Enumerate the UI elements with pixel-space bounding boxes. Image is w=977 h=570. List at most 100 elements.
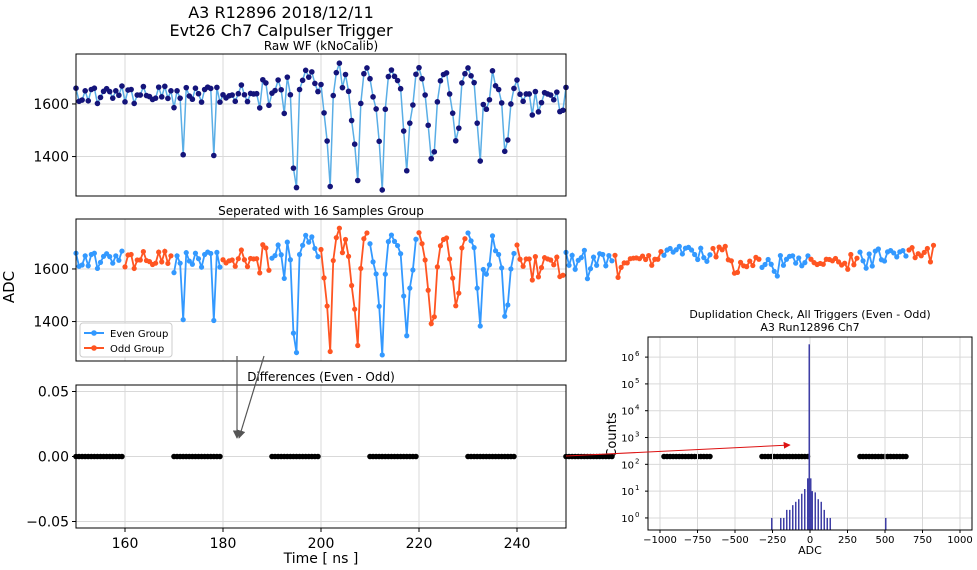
hist-bar — [814, 492, 816, 530]
raw-point — [526, 91, 533, 97]
even-group-point — [891, 250, 897, 256]
panel-split-title: Seperated with 16 Samples Group — [218, 204, 424, 218]
raw-point — [293, 184, 300, 191]
raw-point — [272, 87, 278, 94]
odd-group-point — [263, 245, 269, 251]
odd-group-point — [131, 265, 137, 272]
raw-point — [296, 86, 303, 93]
even-group-point — [661, 252, 667, 258]
hist-bar — [786, 509, 788, 530]
odd-group-point — [921, 249, 927, 255]
panel-diff-grid — [76, 385, 566, 528]
even-group-line — [173, 250, 221, 321]
hist-bar — [792, 505, 794, 530]
hist-xlabel: ADC — [798, 544, 822, 557]
raw-point — [400, 128, 407, 134]
diff-point — [903, 453, 909, 460]
odd-group-point — [165, 260, 171, 267]
raw-point — [336, 60, 343, 66]
even-group-line — [565, 249, 613, 279]
even-group-point — [370, 259, 376, 265]
raw-point — [244, 98, 251, 105]
hist-bar — [771, 517, 773, 530]
hist-ylabel: Counts — [605, 412, 620, 458]
hist-bar — [823, 509, 825, 530]
odd-group-point — [156, 249, 162, 255]
even-group-point — [379, 352, 385, 358]
even-group-line — [761, 254, 809, 279]
raw-point — [116, 92, 122, 99]
even-group-point — [385, 239, 391, 245]
raw-point — [333, 69, 340, 76]
even-group-point — [777, 252, 783, 259]
odd-group-point — [462, 236, 468, 242]
diff-point — [315, 453, 321, 460]
even-group-point — [468, 238, 474, 244]
even-group-point — [790, 253, 796, 259]
diff-point — [413, 453, 419, 460]
odd-group-point — [358, 265, 364, 272]
odd-group-point — [122, 264, 128, 270]
ytick-label: 10 — [621, 407, 634, 418]
ytick-label: 10 — [621, 434, 634, 445]
raw-point — [315, 88, 321, 95]
even-group-point — [606, 252, 612, 259]
odd-group-point — [361, 236, 367, 242]
even-group-point — [177, 260, 183, 266]
raw-point — [462, 70, 468, 77]
ytick-label: 10 — [621, 487, 634, 498]
raw-point — [407, 120, 413, 126]
even-group-point — [483, 271, 489, 277]
even-group-point — [300, 242, 306, 248]
even-group-point — [79, 262, 85, 268]
odd-group-point — [912, 255, 918, 261]
hist-bar — [780, 517, 782, 530]
raw-point — [560, 107, 566, 114]
odd-group-point — [747, 258, 753, 264]
odd-group-point — [419, 241, 425, 247]
raw-point — [394, 77, 401, 84]
even-group-point — [875, 246, 881, 252]
even-group-point — [857, 249, 863, 255]
raw-point — [416, 64, 422, 71]
even-group-point — [471, 245, 477, 251]
odd-group-point — [918, 253, 924, 259]
ytick-exponent: 5 — [635, 377, 639, 385]
even-group-point — [594, 262, 600, 268]
hist-bar — [885, 517, 887, 530]
odd-group-point — [431, 314, 437, 320]
even-group-point — [404, 333, 410, 339]
xtick-label: 250 — [838, 535, 857, 546]
odd-group-point — [719, 247, 725, 253]
odd-group-point — [624, 260, 630, 266]
odd-group-point — [734, 269, 741, 275]
raw-point — [456, 125, 462, 131]
raw-point — [235, 90, 242, 97]
annotation-arrow-gray-2 — [237, 355, 265, 439]
raw-point — [106, 88, 113, 95]
even-group-point — [900, 247, 906, 254]
raw-point — [388, 67, 395, 73]
even-group-point — [771, 268, 777, 274]
odd-group-point — [560, 272, 566, 278]
raw-point — [321, 110, 327, 116]
raw-point — [97, 94, 104, 101]
raw-point — [263, 80, 269, 86]
odd-group-line — [320, 227, 368, 352]
odd-group-point — [808, 256, 814, 262]
odd-group-point — [554, 254, 560, 260]
odd-group-point — [842, 260, 848, 266]
raw-point — [342, 71, 349, 78]
raw-point — [122, 99, 128, 105]
raw-point — [284, 74, 291, 80]
odd-group-point — [639, 253, 646, 259]
odd-group-point — [168, 253, 174, 259]
odd-group-point — [235, 256, 241, 262]
raw-point — [174, 88, 180, 94]
raw-point — [85, 98, 92, 104]
hist-bar — [804, 489, 806, 530]
odd-group-point — [832, 255, 839, 262]
odd-group-point — [655, 256, 661, 262]
odd-group-point — [266, 267, 272, 273]
raw-point — [195, 90, 202, 97]
